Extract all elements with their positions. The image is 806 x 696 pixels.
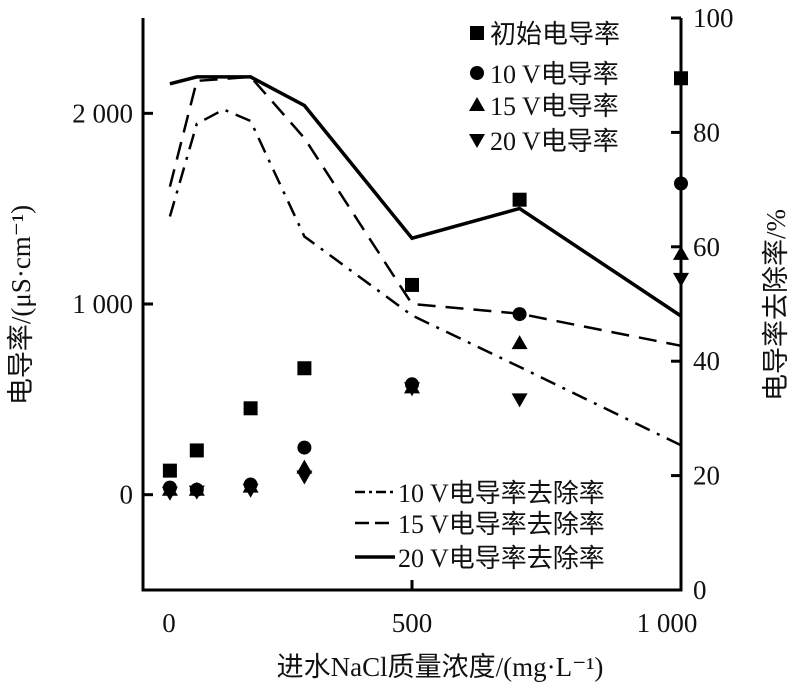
point-triangle-down [161, 486, 178, 501]
y-right-tick-label: 60 [693, 232, 720, 262]
point-circle [512, 307, 527, 322]
legend-label: 初始电导率 [490, 20, 620, 49]
point-square [674, 71, 688, 86]
point-triangle-down [404, 382, 420, 397]
point-square [243, 401, 258, 416]
legend-marker-circle [470, 66, 484, 80]
legend-label: 10 V电导率去除率 [398, 479, 605, 508]
legend-marker-triangle-down [469, 134, 485, 148]
legend-marker-triangle-up [469, 97, 485, 111]
legend-label: 10 V电导率 [490, 60, 619, 89]
legend-label: 15 V电导率 [490, 92, 619, 121]
point-triangle-up [296, 459, 313, 474]
point-triangle-down [296, 470, 313, 485]
point-triangle-down [188, 485, 205, 500]
y-right-tick-label: 80 [693, 117, 720, 147]
point-circle [297, 440, 312, 455]
y-left-tick-label: 0 [120, 480, 134, 510]
point-square [512, 192, 527, 207]
point-triangle-up [511, 335, 528, 350]
point-triangle-down [673, 272, 689, 287]
point-square [297, 361, 312, 376]
y-left-tick-label: 1 000 [72, 289, 133, 319]
legend-label: 20 V电导率去除率 [398, 544, 605, 573]
y-axis-right-label: 电导率去除率/% [761, 209, 791, 401]
legend-label: 15 V电导率去除率 [398, 510, 605, 539]
point-triangle-down [511, 393, 528, 408]
line-series [168, 75, 682, 447]
x-axis-label: 进水NaCl质量浓度/(mg·L⁻¹) [277, 652, 604, 682]
y-left-tick-label: 2 000 [72, 98, 133, 128]
legend-label: 20 V电导率 [490, 127, 619, 156]
line-dash-dot [168, 108, 682, 447]
point-square [405, 277, 419, 292]
legend-marker-square [470, 26, 484, 40]
point-square [189, 443, 204, 458]
point-circle [674, 176, 688, 191]
point-square [162, 463, 177, 478]
x-tick-label: 0 [162, 608, 176, 638]
line-solid [169, 75, 682, 318]
y-axis-left-label: 电导率/(μS·cm⁻¹) [6, 205, 36, 405]
scatter-series [161, 71, 689, 501]
y-right-tick-label: 20 [693, 461, 720, 491]
x-tick-label: 500 [392, 608, 433, 638]
point-triangle-down [242, 483, 259, 498]
y-right-tick-label: 40 [693, 346, 720, 376]
point-triangle-up [673, 245, 689, 260]
y-right-tick-label: 0 [693, 575, 707, 605]
x-tick-label: 1 000 [637, 608, 698, 638]
y-right-tick-label: 100 [693, 3, 734, 33]
